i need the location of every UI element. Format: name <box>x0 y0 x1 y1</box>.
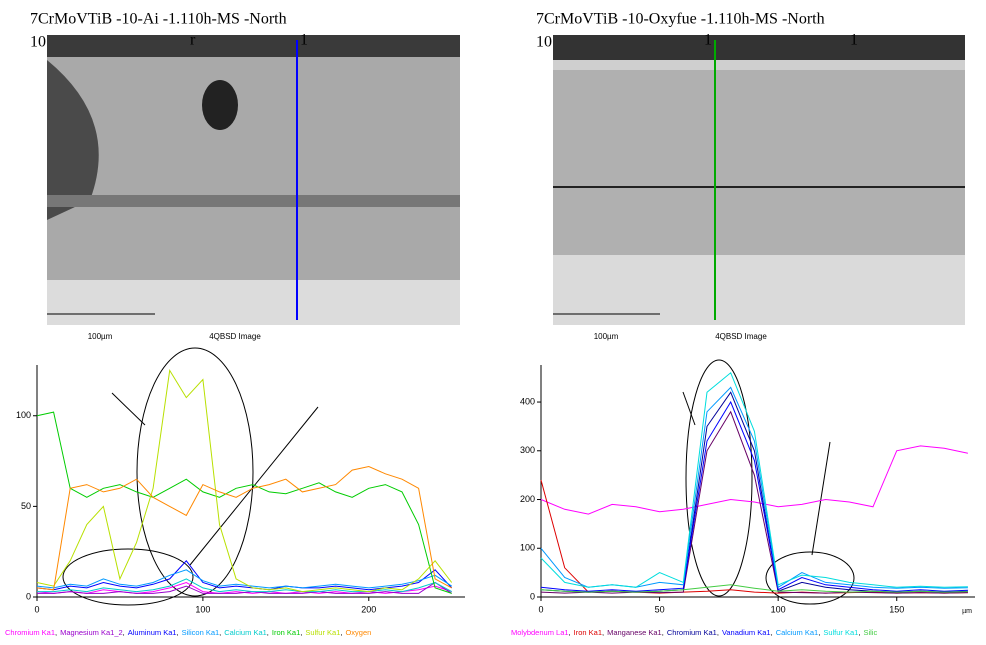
series-line <box>540 410 968 594</box>
legend-separator: , <box>602 628 604 637</box>
legend-separator: , <box>177 628 179 637</box>
y-tick-label: 200 <box>520 494 535 504</box>
scale-bar-label: 100µm <box>594 332 619 341</box>
sem-image <box>47 35 460 325</box>
series-line <box>540 445 969 515</box>
legend-entry: Vanadium Ka1 <box>722 628 771 637</box>
legend-entry: Aluminum Ka1 <box>128 628 177 637</box>
series-line <box>36 569 452 589</box>
image-title: 7CrMoVTiB -10-Ai -1.110h-MS -North <box>30 11 287 28</box>
y-tick-label: 50 <box>21 501 31 511</box>
x-tick-label: 200 <box>361 604 376 614</box>
legend-entry: Silicon Ka1 <box>182 628 220 637</box>
legend-separator: , <box>818 628 820 637</box>
legend-separator: , <box>123 628 125 637</box>
y-tick-label: 100 <box>16 410 31 420</box>
legend-entry: Molybdenum La1 <box>511 628 569 637</box>
series-line <box>540 391 968 593</box>
series-line <box>540 584 968 593</box>
legend-entry: Manganese Ka1 <box>607 628 662 637</box>
legend-entry: Sulfur Ka1 <box>823 628 858 637</box>
x-unit: µm <box>962 608 972 615</box>
series-line <box>36 368 453 593</box>
y-tick-label: 0 <box>530 591 535 601</box>
y-tick-label: 100 <box>520 543 535 553</box>
x-tick-label: 50 <box>655 604 665 614</box>
series-line <box>540 386 968 589</box>
image-subtitle: 10 <box>30 34 46 51</box>
x-tick-label: 0 <box>538 604 543 614</box>
x-tick-label: 150 <box>889 604 904 614</box>
image-title: 7CrMoVTiB -10-Oxyfue -1.110h-MS -North <box>536 11 825 28</box>
legend-entry: Calcium Ka1 <box>776 628 819 637</box>
series-line <box>37 581 452 594</box>
legend-entry: Calcium Ka1 <box>224 628 267 637</box>
legend-entry: Oxygen <box>345 628 371 637</box>
legend-separator: , <box>771 628 773 637</box>
x-tick-label: 100 <box>771 604 786 614</box>
scale-bar-label: 100µm <box>88 332 113 341</box>
image-mark: 1 <box>300 32 308 49</box>
annotation-shapes <box>62 347 855 606</box>
series-line <box>540 371 968 588</box>
legend-separator: , <box>55 628 57 637</box>
legend-entry: Chromium Ka1 <box>667 628 717 637</box>
legend-separator: , <box>267 628 269 637</box>
series-line <box>540 479 968 594</box>
legend-separator: , <box>340 628 342 637</box>
image-subtitle: 10 <box>536 34 552 51</box>
legend-entry: Iron Ka1 <box>574 628 602 637</box>
image-label: 4QBSD Image <box>209 332 261 341</box>
image-mark: 1 <box>850 32 858 49</box>
series-line <box>36 411 452 594</box>
series-line <box>540 400 968 592</box>
image-mark: 1 <box>704 32 712 49</box>
legend-separator: , <box>717 628 719 637</box>
legend-entry: Iron Ka1 <box>272 628 300 637</box>
image-mark: r <box>190 32 196 49</box>
legend-entry: Silic <box>863 628 877 637</box>
legend-entry: Magnesium Ka1_2 <box>60 628 123 637</box>
x-tick-label: 0 <box>34 604 39 614</box>
x-tick-label: 100 <box>195 604 210 614</box>
image-label: 4QBSD Image <box>715 332 767 341</box>
series-line <box>37 578 452 593</box>
y-tick-label: 300 <box>520 445 535 455</box>
legend-entry: Chromium Ka1 <box>5 628 55 637</box>
legend-separator: , <box>662 628 664 637</box>
legend-entry: Sulfur Ka1 <box>305 628 340 637</box>
y-tick-label: 400 <box>520 396 535 406</box>
legend-separator: , <box>219 628 221 637</box>
legend-separator: , <box>858 628 860 637</box>
legend-separator: , <box>569 628 571 637</box>
sem-image <box>553 35 965 325</box>
legend-separator: , <box>300 628 302 637</box>
y-tick-label: 0 <box>26 591 31 601</box>
series-line <box>36 465 452 591</box>
